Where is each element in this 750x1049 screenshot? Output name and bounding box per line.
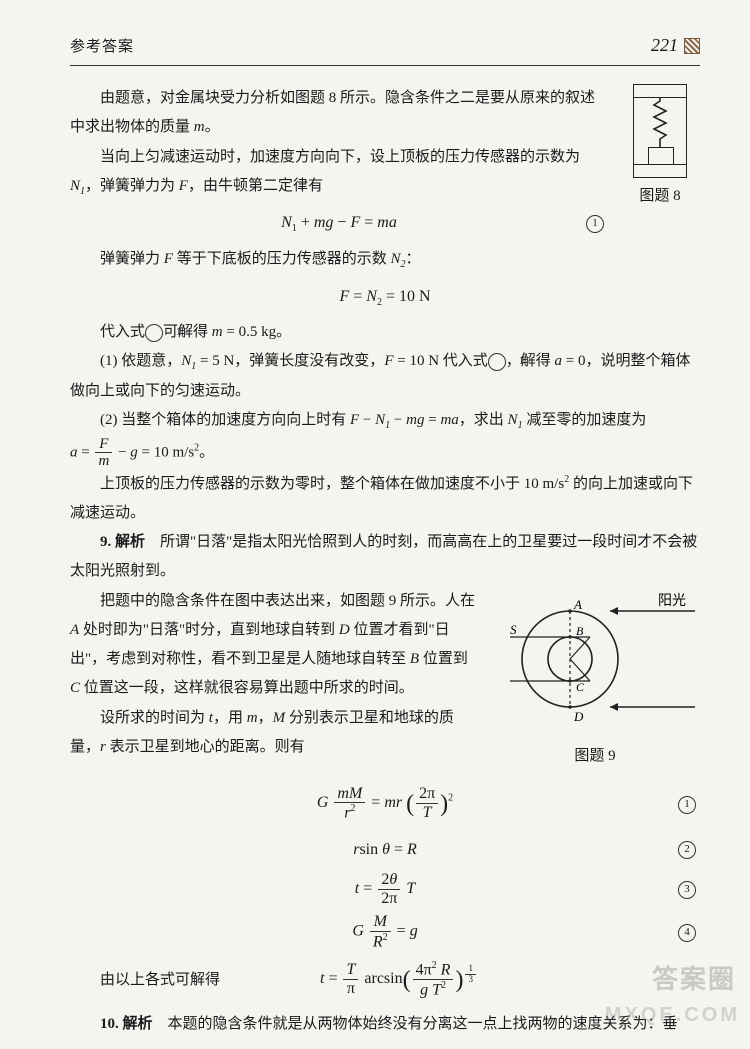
svg-text:A: A: [573, 597, 582, 612]
q9-paragraph: 9. 解析 所谓"日落"是指太阳光恰照到人的时刻，而高高在上的卫星要过一段时间才…: [70, 528, 700, 587]
figure-8-caption: 图题 8: [620, 182, 700, 211]
final-label: 由以上各式可解得: [100, 966, 280, 995]
equation-g1: G mMr2 = mr (2πT)2 1: [70, 781, 700, 828]
figure-9-diagram: 阳光 S A B C D: [490, 589, 700, 729]
equation-2: F = N2 = 10 N: [70, 281, 700, 313]
svg-text:C: C: [576, 680, 585, 694]
page-header: 参考答案 221: [70, 28, 700, 66]
spring-icon: [652, 97, 668, 149]
figure-9-caption: 图题 9: [490, 742, 700, 771]
paragraph: 由题意，对金属块受力分析如图题 8 所示。隐含条件之二是要从原来的叙述中求出物体…: [70, 84, 700, 143]
header-title: 参考答案: [70, 33, 134, 62]
equation-g2: rsin θ = R 2: [70, 834, 700, 865]
paragraph: (1) 依题意，N1 = 5 N，弹簧长度没有改变，F = 10 N 代入式1，…: [70, 347, 700, 406]
page-number: 221: [651, 28, 678, 63]
equation-g4: G MR2 = g 4: [70, 913, 700, 951]
watermark-2: MXQE.COM: [605, 996, 740, 1035]
svg-text:D: D: [573, 709, 584, 724]
figure-9: 阳光 S A B C D 图题 9: [490, 589, 700, 772]
figure-8-diagram: [633, 84, 687, 178]
paragraph: (2) 当整个箱体的加速度方向向上时有 F − N1 − mg = ma，求出 …: [70, 406, 700, 470]
paragraph: 代入式1可解得 m = 0.5 kg。: [70, 318, 700, 347]
q10-label: 10. 解析: [100, 1016, 153, 1032]
svg-text:B: B: [576, 624, 584, 638]
paragraph: 弹簧弹力 F 等于下底板的压力传感器的示数 N2：: [70, 245, 700, 275]
paragraph: 当向上匀减速运动时，加速度方向向下，设上顶板的压力传感器的示数为 N1，弹簧弹力…: [70, 143, 700, 202]
q9-label: 9. 解析: [100, 534, 145, 550]
equation-marker: 1: [586, 215, 604, 233]
page-ornament-icon: [684, 38, 700, 54]
figure-8: 图题 8: [620, 84, 700, 211]
svg-text:S: S: [510, 622, 517, 637]
fig9-sun-label: 阳光: [658, 593, 686, 609]
equation-1: N1 + mg − F = ma 1: [70, 207, 608, 239]
header-page-number-box: 221: [651, 28, 700, 63]
equation-g3: t = 2θ2π T 3: [70, 871, 700, 907]
paragraph: 上顶板的压力传感器的示数为零时，整个箱体在做加速度不小于 10 m/s2 的向上…: [70, 470, 700, 529]
page: 参考答案 221 图题 8 由题意，对金属块受力分析如图题 8 所示。隐含条件之…: [0, 0, 750, 1049]
